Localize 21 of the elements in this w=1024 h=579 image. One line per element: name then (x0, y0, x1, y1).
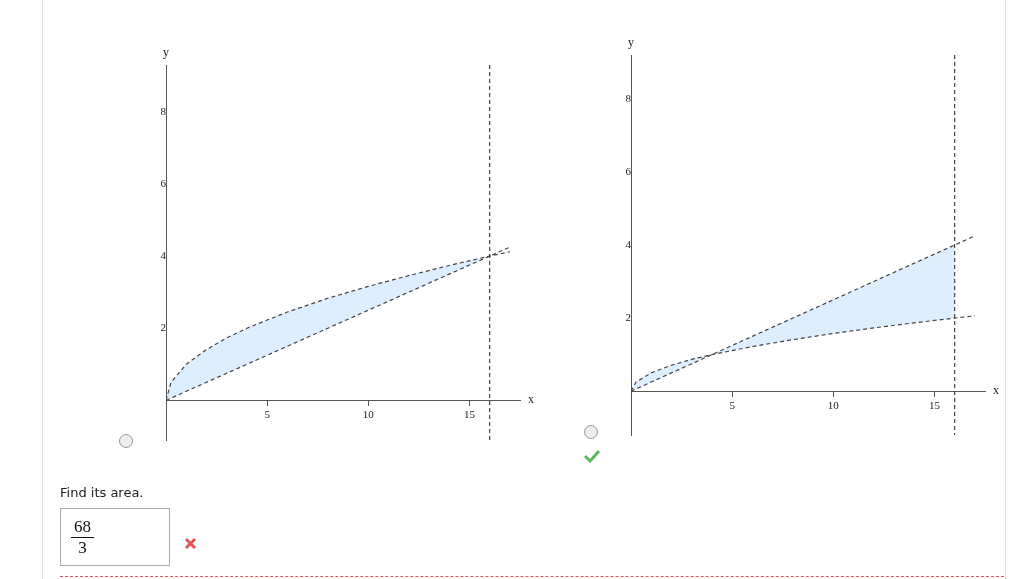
y-tick-label: 8 (160, 104, 167, 117)
x-tick-label: 10 (827, 398, 840, 411)
y-tick-label: 2 (160, 321, 166, 334)
text: Find its area. (60, 485, 145, 500)
x-tick-label: 15 (463, 407, 476, 420)
x-tick-label: 5 (264, 407, 271, 420)
x-axis-title: x (993, 383, 999, 398)
y-tick-label: 6 (625, 164, 632, 177)
x-tick-label: 15 (928, 398, 941, 411)
x-axis-title: x (528, 392, 534, 407)
text: 68 (71, 516, 94, 538)
y-tick-label: 4 (625, 237, 632, 250)
y-tick-label: 6 (160, 176, 167, 189)
y-axis-title: y (163, 45, 169, 60)
y-tick-label: 2 (625, 310, 631, 323)
text: 3 (78, 537, 87, 558)
y-tick-label: 4 (160, 249, 167, 261)
y-tick-label: 8 (625, 91, 632, 104)
y-axis-title: y (628, 35, 634, 50)
x-tick-label: 5 (729, 398, 736, 411)
x-tick-label: 10 (362, 407, 375, 420)
